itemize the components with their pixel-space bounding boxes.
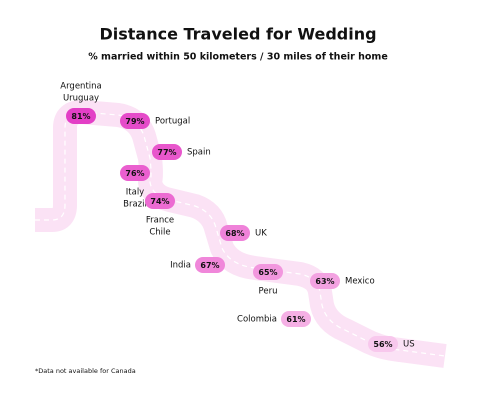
value-label: 61% (286, 315, 305, 324)
category-label: Spain (187, 148, 211, 158)
value-label: 79% (125, 117, 144, 126)
value-pill (145, 193, 175, 209)
value-label: 56% (373, 340, 392, 349)
value-label: 65% (258, 268, 277, 277)
value-label: 67% (200, 261, 219, 270)
category-label: UK (255, 229, 267, 239)
category-label: Uruguay (63, 94, 99, 104)
category-label: India (170, 261, 191, 271)
category-label: Argentina (60, 82, 101, 92)
category-label: US (403, 340, 415, 350)
value-pill (281, 311, 311, 327)
category-label: Mexico (345, 277, 375, 287)
category-label: Brazil (123, 200, 147, 210)
value-pill (120, 113, 150, 129)
value-pill (195, 257, 225, 273)
value-label: 63% (315, 277, 334, 286)
category-label: Chile (149, 228, 170, 238)
value-pill (253, 264, 283, 280)
category-label: Colombia (237, 315, 277, 325)
value-label: 77% (157, 148, 176, 157)
value-pill (368, 336, 398, 352)
value-label: 81% (71, 112, 90, 121)
value-label: 68% (225, 229, 244, 238)
value-pill (120, 165, 150, 181)
value-label: 74% (150, 197, 169, 206)
value-pill (220, 225, 250, 241)
chart-subtitle: % married within 50 kilometers / 30 mile… (88, 52, 388, 63)
chart-title: Distance Traveled for Wedding (99, 25, 376, 44)
road-centerline (35, 111, 446, 357)
category-label: Portugal (155, 117, 190, 127)
value-pill (66, 108, 96, 124)
footnote: *Data not available for Canada (35, 367, 136, 375)
value-label: 76% (125, 169, 144, 178)
category-label: France (146, 216, 174, 226)
value-pill (310, 273, 340, 289)
category-label: Peru (259, 287, 278, 297)
category-label: Italy (126, 188, 144, 198)
value-pill (152, 144, 182, 160)
